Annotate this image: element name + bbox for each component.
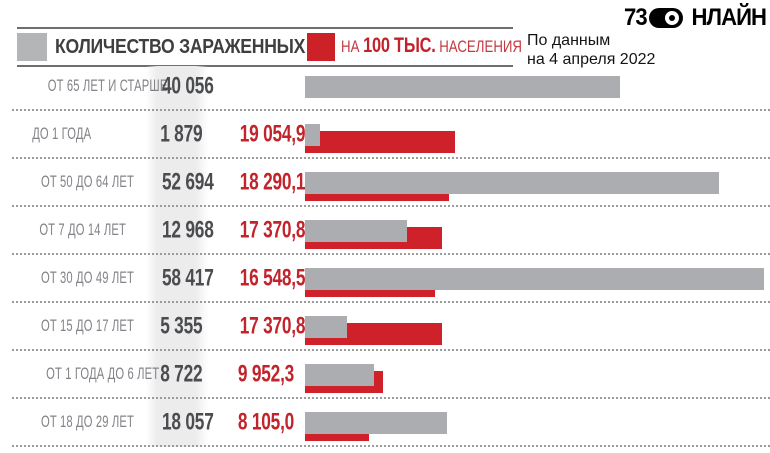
age-row: ДО 1 ГОДА 1 879 19 054,9 (0, 111, 770, 159)
infected-bar (305, 316, 347, 338)
infected-count-value: 12 968 (162, 216, 214, 244)
per-100k-value: 17 370,8 (239, 216, 306, 244)
bar-group (305, 399, 770, 447)
age-row: ОТ 65 ЛЕТ И СТАРШЕ 40 056 (0, 63, 770, 111)
age-group-label: ДО 1 ГОДА (32, 124, 92, 144)
count-column-band (146, 66, 208, 447)
infected-bar (305, 364, 374, 386)
per-100k-value: 16 548,5 (239, 264, 306, 292)
infected-count-value: 8 722 (160, 360, 203, 388)
site-logo: 73 НЛАЙН (622, 4, 767, 31)
per100k-suffix: НАСЕЛЕНИЯ (435, 37, 523, 56)
bar-group (305, 111, 770, 159)
asof-line1: По данным (527, 32, 611, 49)
age-row: ОТ 30 ДО 49 ЛЕТ 58 417 16 548,5 (0, 255, 770, 303)
bar-group (305, 63, 770, 111)
logo-eye-icon (648, 8, 683, 28)
per100k-bold: 100 ТЫС. (363, 34, 436, 57)
legend-top-rule (17, 27, 513, 29)
age-group-label: ОТ 1 ГОДА ДО 6 ЛЕТ (46, 364, 160, 384)
logo-prefix: 73 (624, 4, 648, 31)
infected-bar (305, 124, 320, 146)
per-100k-bar (305, 131, 455, 153)
age-group-label: ОТ 30 ДО 49 ЛЕТ (40, 268, 134, 288)
age-row: ОТ 18 ДО 29 ЛЕТ 18 057 8 105,0 (0, 399, 770, 447)
age-group-label: ОТ 15 ДО 17 ЛЕТ (40, 316, 134, 336)
bar-group (305, 207, 770, 255)
infected-bar (305, 172, 719, 194)
per-100k-value: 17 370,8 (239, 312, 306, 340)
infected-count-value: 1 879 (160, 120, 203, 148)
age-rows: ОТ 65 ЛЕТ И СТАРШЕ 40 056 ДО 1 ГОДА 1 87… (0, 63, 770, 447)
age-group-label: ОТ 18 ДО 29 ЛЕТ (40, 412, 134, 432)
infected-count-value: 40 056 (162, 72, 214, 100)
per-100k-value: 18 290,1 (239, 168, 306, 196)
age-group-label: ОТ 50 ДО 64 ЛЕТ (40, 172, 134, 192)
bar-group (305, 351, 770, 399)
infected-count-value: 5 355 (160, 312, 203, 340)
age-row: ОТ 50 ДО 64 ЛЕТ 52 694 18 290,1 (0, 159, 770, 207)
age-row: ОТ 7 ДО 14 ЛЕТ 12 968 17 370,8 (0, 207, 770, 255)
infected-count-value: 52 694 (162, 168, 214, 196)
legend-bottom-rule (17, 65, 513, 67)
infected-bar (305, 220, 407, 242)
age-group-label: ОТ 7 ДО 14 ЛЕТ (39, 220, 126, 240)
infected-legend-label: КОЛИЧЕСТВО ЗАРАЖЕННЫХ (55, 36, 306, 58)
infected-legend-swatch (17, 33, 47, 61)
age-row: ОТ 15 ДО 17 ЛЕТ 5 355 17 370,8 (0, 303, 770, 351)
per100k-legend-swatch (307, 33, 335, 61)
asof-note: По данным на 4 апреля 2022 (527, 31, 655, 69)
per-100k-value: 9 952,3 (237, 360, 295, 388)
asof-line2: на 4 апреля 2022 (527, 51, 656, 68)
per-100k-value: 8 105,0 (237, 408, 295, 436)
age-row: ОТ 1 ГОДА ДО 6 ЛЕТ 8 722 9 952,3 (0, 351, 770, 399)
logo-suffix: НЛАЙН (691, 4, 767, 31)
age-group-label: ОТ 65 ЛЕТ И СТАРШЕ (47, 76, 168, 96)
bar-group (305, 255, 770, 303)
per-100k-value: 19 054,9 (239, 120, 306, 148)
bar-group (305, 159, 770, 207)
per100k-prefix: НА (341, 37, 364, 56)
infected-count-value: 58 417 (162, 264, 214, 292)
per100k-legend-label: НА 100 ТЫС. НАСЕЛЕНИЯ (341, 34, 522, 58)
infected-count-value: 18 057 (162, 408, 214, 436)
infected-bar (305, 268, 764, 290)
infected-bar (305, 76, 620, 98)
infected-bar (305, 412, 447, 434)
bar-group (305, 303, 770, 351)
